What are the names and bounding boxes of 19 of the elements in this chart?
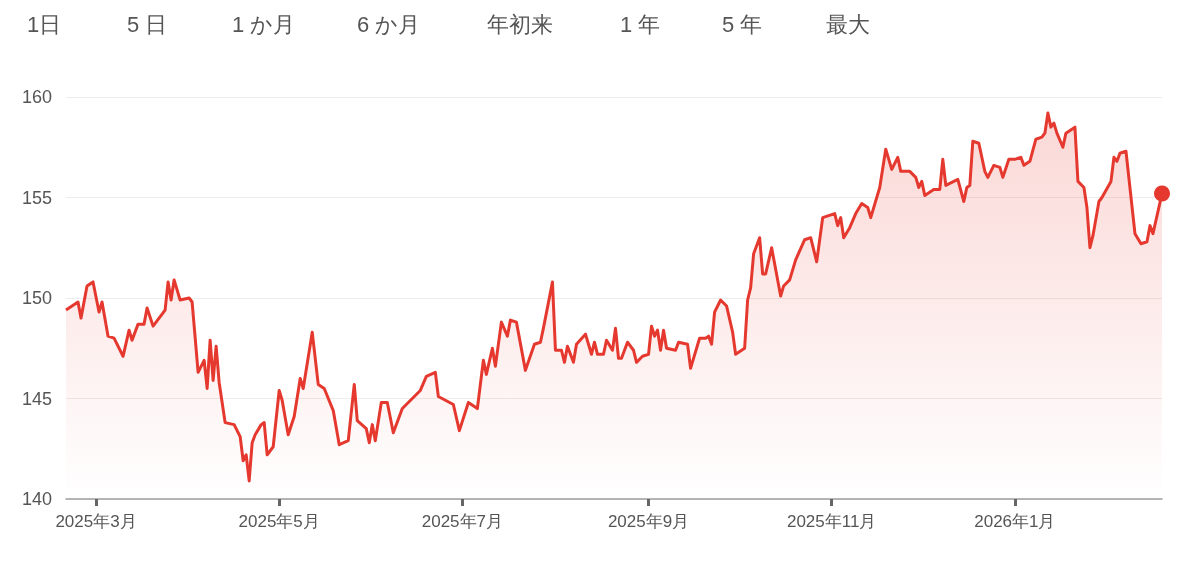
y-tick-label: 140 — [21, 489, 52, 509]
y-tick-label: 160 — [21, 87, 52, 107]
text: 5 年 — [722, 11, 763, 39]
y-tick-label: 155 — [21, 187, 52, 208]
text: 年初来 — [487, 11, 553, 39]
text: 6 か月 — [357, 11, 421, 39]
x-tick-label: 2025年7月 — [421, 512, 503, 531]
text: 1 年 — [620, 11, 661, 39]
text: 1 か月 — [232, 11, 296, 39]
text: 5 日 — [127, 11, 168, 39]
x-tick-label: 2025年5月 — [238, 512, 320, 531]
y-tick-label: 145 — [21, 388, 52, 409]
x-tick-label: 2025年11月 — [786, 512, 877, 531]
text: 1日 — [27, 11, 62, 39]
x-tick-label: 2025年3月 — [55, 512, 137, 531]
text: 最大 — [826, 11, 870, 39]
y-tick-label: 150 — [21, 288, 52, 308]
x-tick-label: 2025年9月 — [607, 512, 690, 531]
x-tick-label: 2026年1月 — [974, 512, 1056, 531]
